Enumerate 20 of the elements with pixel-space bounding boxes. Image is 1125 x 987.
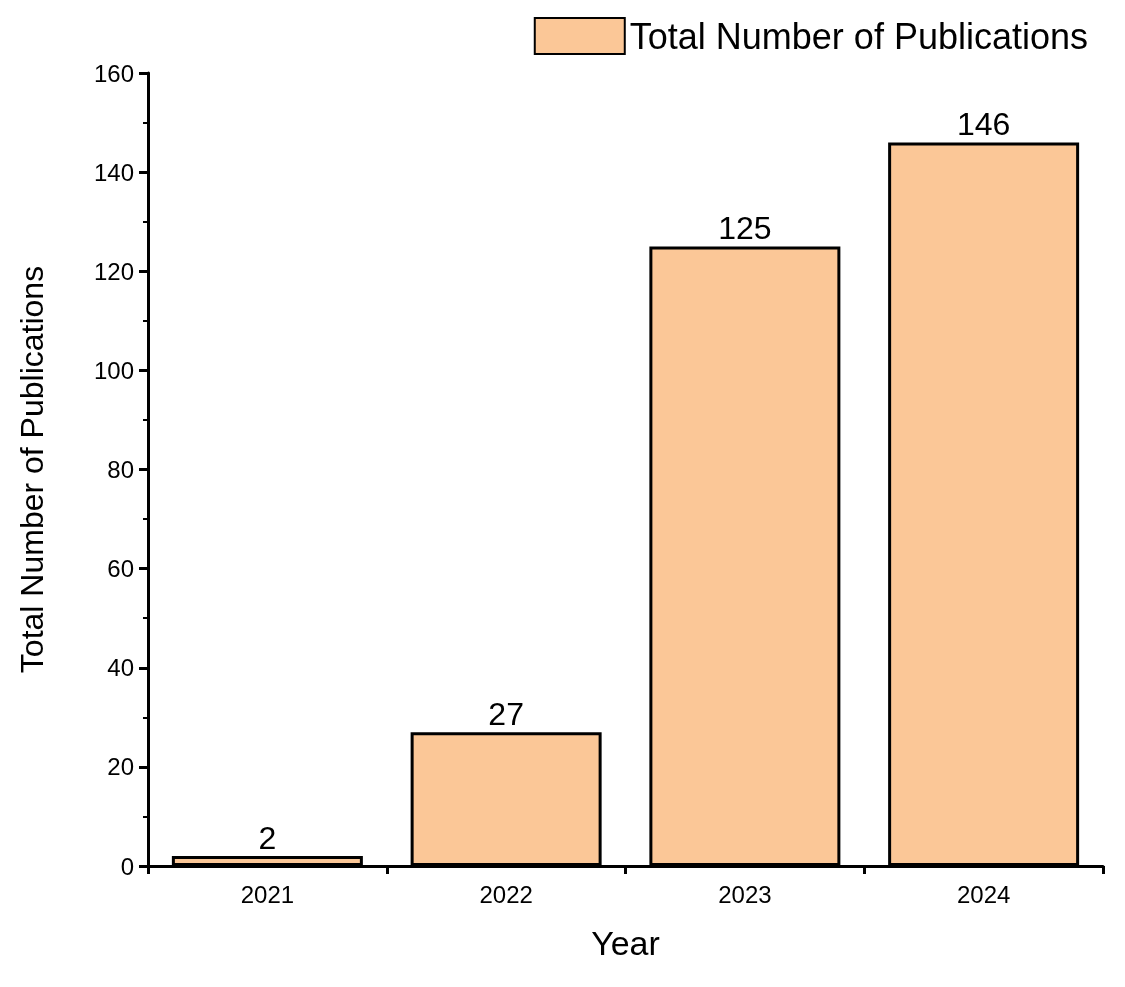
y-axis-title: Total Number of Publications — [14, 265, 50, 674]
y-tick-label: 160 — [93, 59, 134, 87]
x-tick-label: 2023 — [718, 880, 772, 908]
x-tick-label: 2022 — [479, 880, 533, 908]
y-tick-label: 0 — [120, 852, 134, 880]
data-label: 2 — [258, 820, 277, 857]
data-label: 125 — [718, 210, 772, 247]
x-tick-label: 2024 — [956, 880, 1011, 908]
y-tick-label: 120 — [93, 257, 134, 285]
legend-label: Total Number of Publications — [629, 15, 1089, 57]
y-tick-label: 20 — [107, 753, 134, 781]
x-tick-label: 2021 — [240, 880, 295, 908]
y-tick-label: 100 — [93, 356, 134, 384]
data-label: 27 — [488, 696, 524, 733]
x-axis-title: Year — [591, 924, 660, 962]
y-tick-label: 60 — [107, 555, 134, 583]
data-label: 146 — [956, 106, 1011, 143]
y-tick-label: 80 — [107, 456, 134, 483]
y-tick-label: 140 — [93, 158, 134, 186]
y-tick-label: 40 — [107, 654, 134, 682]
